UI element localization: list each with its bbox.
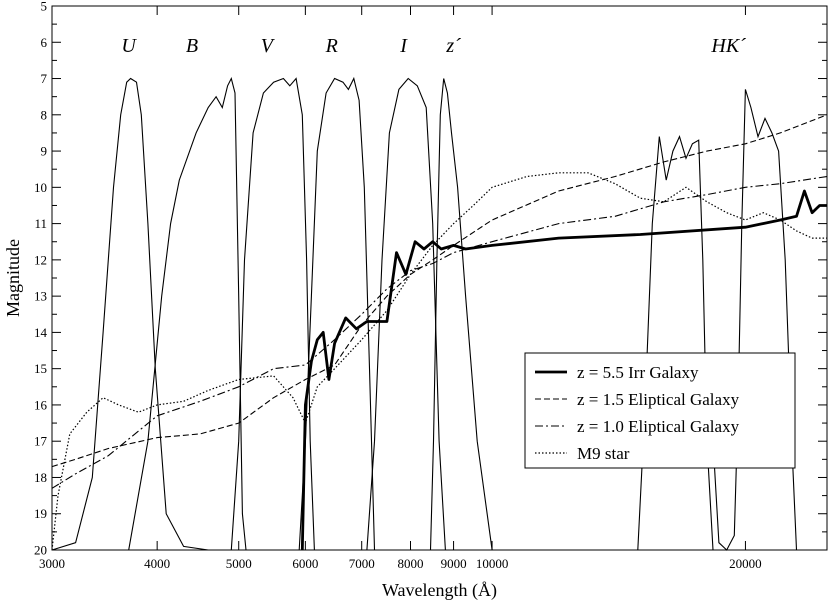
- x-tick-label: 10000: [476, 556, 509, 571]
- y-tick-label: 13: [34, 289, 47, 304]
- x-axis-title: Wavelength (Å): [382, 580, 497, 601]
- legend-box: [524, 352, 796, 469]
- x-tick-label: 6000: [292, 556, 318, 571]
- legend-label-2: z = 1.5 Eliptical Galaxy: [577, 390, 740, 409]
- y-tick-label: 6: [41, 35, 48, 50]
- band-label-z: z´: [445, 35, 461, 57]
- band-label-i: I: [399, 35, 408, 57]
- y-tick-label: 19: [34, 506, 47, 521]
- band-label-r: R: [325, 35, 338, 57]
- x-tick-label: 9000: [441, 556, 467, 571]
- series-line-3: [51, 175, 828, 489]
- x-tick-label: 5000: [226, 556, 252, 571]
- filter-curve-h: [637, 135, 714, 551]
- filter-curve-b: [128, 76, 247, 551]
- band-label-k: HK´: [710, 35, 746, 57]
- band-label-u: U: [121, 35, 137, 57]
- y-tick-label: 17: [34, 434, 48, 449]
- y-tick-label: 11: [34, 216, 47, 231]
- y-tick-label: 8: [41, 107, 48, 122]
- x-tick-label: 20000: [729, 556, 762, 571]
- x-tick-label: 4000: [144, 556, 170, 571]
- axis-ticks: 3000 4000 5000 6000 7000 8000 9000 10000 20000 5 6…: [34, 0, 827, 571]
- x-tick-label: 7000: [349, 556, 375, 571]
- series-line-4: [51, 172, 827, 551]
- legend-label-1: z = 5.5 Irr Galaxy: [577, 363, 699, 382]
- filter-bands: [51, 76, 798, 551]
- y-tick-label: 9: [41, 144, 48, 159]
- filter-curve-u: [51, 77, 209, 551]
- x-tick-label: 3000: [39, 556, 65, 571]
- y-tick-label: 14: [34, 325, 48, 340]
- legend: z = 5.5 Irr Galaxy z = 1.5 Eliptical Gala…: [524, 352, 796, 469]
- y-tick-label: 15: [34, 361, 47, 376]
- y-tick-label: 20: [34, 543, 47, 558]
- y-tick-label: 5: [41, 0, 48, 14]
- series-line-1: [300, 189, 827, 551]
- filter-curve-v: [230, 77, 315, 551]
- y-axis-title: Magnitude: [3, 239, 23, 317]
- filter-curve-z: [429, 78, 493, 551]
- y-tick-label: 18: [34, 470, 47, 485]
- y-tick-label: 7: [41, 71, 48, 86]
- legend-label-4: M9 star: [577, 444, 630, 463]
- filter-curve-i: [366, 77, 446, 551]
- filter-curve-r: [298, 76, 376, 551]
- y-tick-label: 16: [34, 397, 48, 412]
- filter-curve-k: [712, 89, 798, 551]
- spectra-series: [51, 114, 828, 551]
- y-tick-label: 12: [34, 252, 47, 267]
- band-label-b: B: [186, 35, 198, 57]
- band-label-v: V: [261, 35, 276, 57]
- x-tick-label: 8000: [398, 556, 424, 571]
- legend-label-3: z = 1.0 Eliptical Galaxy: [577, 417, 740, 436]
- y-tick-label: 10: [34, 180, 47, 195]
- series-line-2: [51, 114, 828, 468]
